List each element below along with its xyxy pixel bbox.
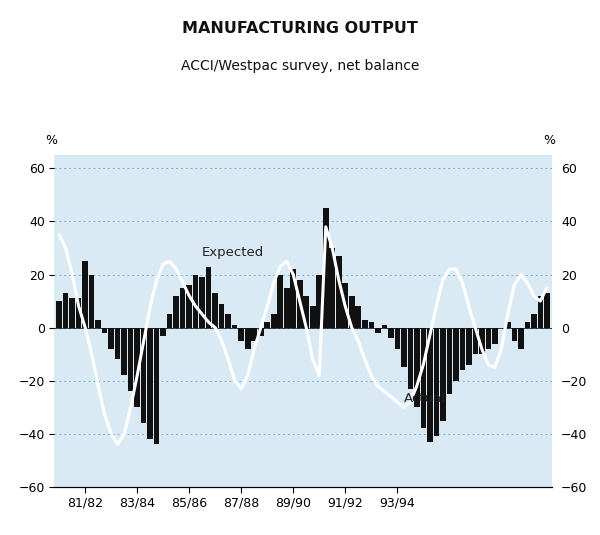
Bar — [473, 327, 478, 354]
Bar — [401, 327, 407, 368]
Bar — [56, 301, 62, 327]
Bar — [512, 327, 517, 341]
Bar — [375, 327, 380, 333]
Bar — [466, 327, 472, 365]
Bar — [245, 327, 251, 349]
Bar — [349, 296, 355, 327]
Bar — [453, 327, 458, 381]
Bar — [226, 315, 231, 327]
Bar — [160, 327, 166, 335]
Text: MANUFACTURING OUTPUT: MANUFACTURING OUTPUT — [182, 21, 418, 36]
Bar — [251, 327, 257, 341]
Bar — [368, 322, 374, 327]
Bar — [180, 288, 185, 327]
Bar — [154, 327, 160, 445]
Bar — [134, 327, 140, 407]
Bar — [355, 307, 361, 327]
Bar — [258, 327, 263, 335]
Bar — [232, 325, 238, 327]
Bar — [492, 327, 497, 343]
Text: Expected: Expected — [202, 246, 265, 259]
Bar — [479, 327, 485, 354]
Text: Actual: Actual — [404, 392, 446, 405]
Bar — [102, 327, 107, 333]
Bar — [407, 327, 413, 388]
Bar — [343, 282, 348, 327]
Bar — [277, 274, 283, 327]
Bar — [336, 256, 341, 327]
Bar — [128, 327, 133, 391]
Bar — [173, 296, 179, 327]
Bar — [485, 327, 491, 349]
Bar — [70, 299, 75, 327]
Bar — [109, 327, 114, 349]
Bar — [148, 327, 153, 439]
Bar — [421, 327, 426, 429]
Bar — [414, 327, 419, 407]
Bar — [238, 327, 244, 341]
Bar — [316, 274, 322, 327]
Bar — [141, 327, 146, 423]
Text: %: % — [45, 134, 57, 147]
Bar — [219, 304, 224, 327]
Bar — [82, 261, 88, 327]
Bar — [290, 269, 296, 327]
Bar — [63, 293, 68, 327]
Bar — [427, 327, 433, 442]
Bar — [89, 274, 94, 327]
Bar — [121, 327, 127, 376]
Bar — [544, 293, 550, 327]
Bar — [76, 299, 82, 327]
Bar — [329, 248, 335, 327]
Bar — [395, 327, 400, 349]
Bar — [199, 277, 205, 327]
Bar — [362, 320, 368, 327]
Bar — [284, 288, 290, 327]
Bar — [434, 327, 439, 437]
Bar — [212, 293, 218, 327]
Bar — [310, 307, 316, 327]
Text: ACCI/Westpac survey, net balance: ACCI/Westpac survey, net balance — [181, 59, 419, 73]
Bar — [388, 327, 394, 338]
Bar — [265, 322, 270, 327]
Bar — [206, 266, 211, 327]
Bar — [167, 315, 172, 327]
Bar — [538, 296, 543, 327]
Bar — [518, 327, 524, 349]
Bar — [187, 285, 192, 327]
Bar — [297, 280, 302, 327]
Bar — [323, 208, 329, 327]
Bar — [193, 274, 199, 327]
Bar — [440, 327, 446, 421]
Bar — [382, 325, 387, 327]
Bar — [531, 315, 536, 327]
Bar — [115, 327, 121, 360]
Text: %: % — [543, 134, 555, 147]
Bar — [95, 320, 101, 327]
Bar — [524, 322, 530, 327]
Bar — [505, 322, 511, 327]
Bar — [446, 327, 452, 394]
Bar — [460, 327, 465, 370]
Bar — [304, 296, 309, 327]
Bar — [271, 315, 277, 327]
